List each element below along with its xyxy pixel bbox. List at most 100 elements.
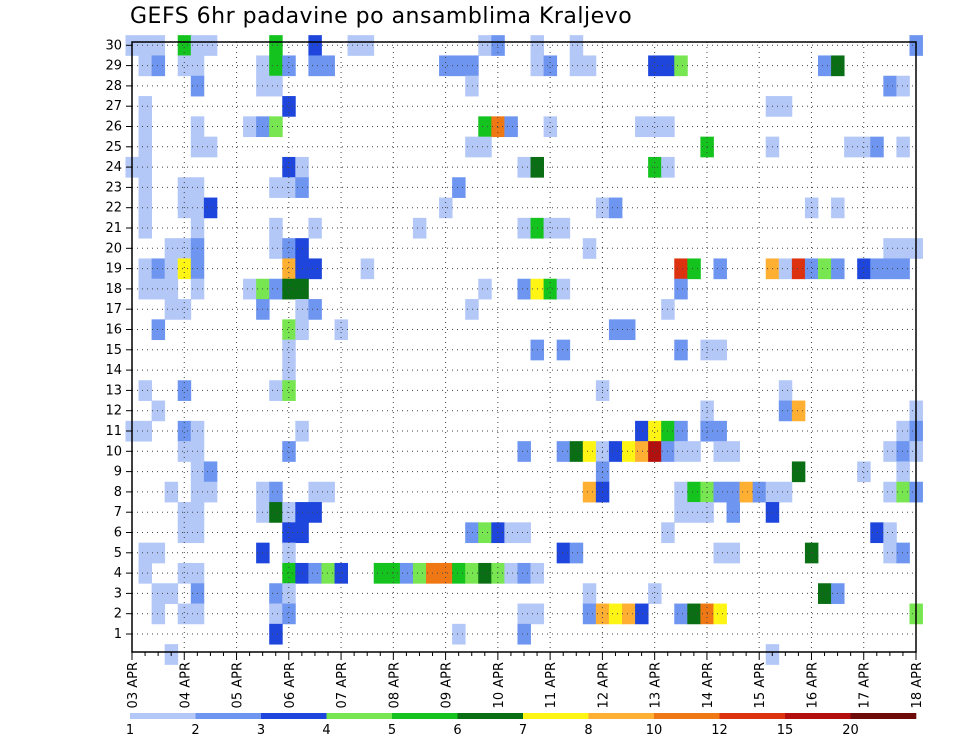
precip-cell (648, 116, 662, 138)
precip-cell (556, 542, 571, 564)
precip-cell (282, 583, 296, 604)
precip-cell (726, 502, 740, 523)
precip-cell (543, 217, 558, 239)
y-tick-label: 30 (105, 38, 122, 53)
precip-cell (517, 522, 531, 544)
precip-cell (582, 55, 597, 77)
precip-cell (308, 502, 322, 523)
precip-cell (608, 197, 623, 219)
precip-cell (203, 481, 218, 503)
precip-cell (713, 481, 727, 503)
colorbar-swatch (195, 713, 262, 719)
colorbar-label: 2 (191, 723, 199, 738)
colorbar-swatch (261, 713, 327, 719)
precip-cell (582, 238, 597, 259)
precip-cell (491, 562, 505, 584)
y-tick-label: 23 (105, 180, 122, 195)
precip-cell (269, 238, 283, 259)
colorbar-label: 12 (711, 723, 728, 738)
precip-cell (138, 542, 152, 564)
precip-cell (504, 562, 518, 584)
x-tick-label: 13 APR (649, 662, 664, 708)
precip-cell (269, 583, 283, 604)
y-tick-label: 28 (105, 79, 122, 94)
precip-cell (138, 562, 152, 584)
precip-cell (857, 258, 871, 280)
x-tick-label: 08 APR (387, 662, 402, 708)
x-tick-label: 15 APR (753, 662, 768, 708)
y-tick-label: 20 (105, 241, 122, 256)
y-tick-label: 24 (105, 160, 122, 175)
precip-cell (478, 116, 492, 138)
precip-cell (151, 55, 166, 77)
colorbar-label: 10 (646, 723, 663, 738)
x-tick-label: 14 APR (701, 662, 716, 708)
precip-cell (883, 238, 897, 259)
precip-cell (452, 177, 466, 198)
colorbar-swatch (654, 713, 720, 719)
precip-cell (308, 481, 322, 503)
colorbar-swatch (850, 713, 917, 719)
precip-cell (791, 400, 806, 422)
precip-cell (138, 197, 152, 219)
precip-cell (504, 116, 518, 138)
x-tick-label: 07 APR (335, 662, 350, 708)
precip-cell (151, 278, 166, 300)
y-tick-label: 19 (105, 262, 122, 277)
precip-cell (151, 583, 166, 604)
colorbar-label: 6 (453, 723, 461, 738)
precip-cell (674, 339, 688, 361)
precip-cell (203, 197, 218, 219)
colorbar-label: 5 (388, 723, 396, 738)
precip-cell (465, 136, 479, 158)
precip-cell (269, 380, 283, 401)
y-tick-label: 1 (114, 627, 122, 642)
precip-cell (517, 156, 531, 178)
precip-cell (635, 116, 649, 138)
precip-cell (582, 603, 597, 625)
precip-cell (896, 136, 910, 158)
precip-cell (269, 623, 283, 645)
precip-cell (883, 522, 897, 544)
precip-cell (282, 339, 296, 361)
precip-cell (713, 339, 727, 361)
precip-cell (243, 116, 257, 138)
precip-cell (543, 278, 558, 300)
precip-cell (282, 441, 296, 462)
colorbar-swatch (130, 713, 196, 719)
colorbar-label: 1 (126, 723, 134, 738)
y-tick-label: 5 (114, 546, 122, 561)
precip-cell (556, 441, 571, 462)
precip-cell (452, 55, 466, 77)
precip-cell (491, 35, 505, 56)
colorbar-swatch (457, 713, 524, 719)
precip-cell (556, 339, 571, 361)
precip-cell (648, 420, 662, 442)
precip-cell (674, 481, 688, 503)
precip-cell (517, 562, 531, 584)
precip-cell (713, 542, 727, 564)
x-tick-label: 03 APR (126, 662, 141, 708)
precip-cell (412, 562, 427, 584)
precip-cell (269, 75, 283, 97)
precip-cell (543, 55, 558, 77)
precip-cell (622, 319, 636, 341)
precip-cell (648, 441, 662, 462)
precip-cell (138, 177, 152, 198)
y-tick-label: 14 (105, 363, 122, 378)
precip-cell (674, 502, 688, 523)
precip-cell (687, 258, 701, 280)
precip-cell (138, 217, 152, 239)
y-tick-label: 16 (105, 323, 122, 338)
x-tick-label: 16 APR (805, 662, 820, 708)
precip-cell (282, 258, 296, 280)
precip-cell (713, 258, 727, 280)
precip-cell (269, 502, 283, 523)
precip-cell (177, 380, 192, 401)
precip-cell (164, 583, 179, 604)
y-tick-label: 26 (105, 120, 122, 135)
precip-cell (582, 481, 597, 503)
precip-cell (334, 562, 348, 584)
precip-cell (608, 441, 623, 462)
precip-cell (282, 96, 296, 117)
